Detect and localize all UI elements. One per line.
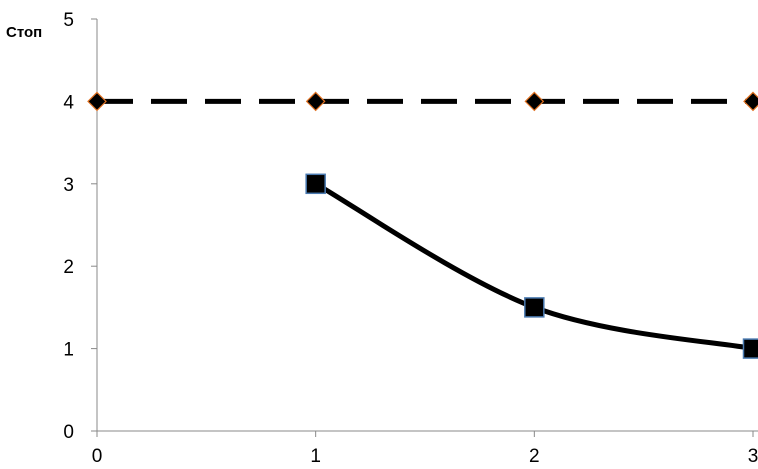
series-1-point (743, 91, 758, 112)
y-tick-label: 0 (63, 422, 74, 443)
y-tick-label: 4 (63, 92, 74, 113)
series-2-point (524, 297, 545, 318)
x-tick-label: 0 (92, 446, 103, 467)
y-tick-label: 5 (63, 10, 74, 31)
series-1-point (524, 91, 545, 112)
y-tick-label: 1 (63, 340, 74, 361)
x-tick-label: 3 (748, 446, 758, 467)
y-tick-label: 2 (63, 257, 74, 278)
series-2-line (314, 181, 754, 352)
tick-labels: 0 1 2 3 4 5 0 1 2 3 (63, 10, 758, 467)
series-2-point (305, 173, 326, 195)
series-1-point (87, 91, 107, 112)
series-layer (87, 91, 758, 359)
series-1-point (305, 91, 326, 112)
x-tick-label: 2 (529, 446, 540, 467)
y-axis-label: Стоп (6, 24, 42, 41)
series-2-point (742, 338, 758, 359)
x-tick-label: 1 (310, 446, 321, 467)
axes (91, 18, 758, 437)
y-tick-label: 3 (63, 175, 74, 196)
